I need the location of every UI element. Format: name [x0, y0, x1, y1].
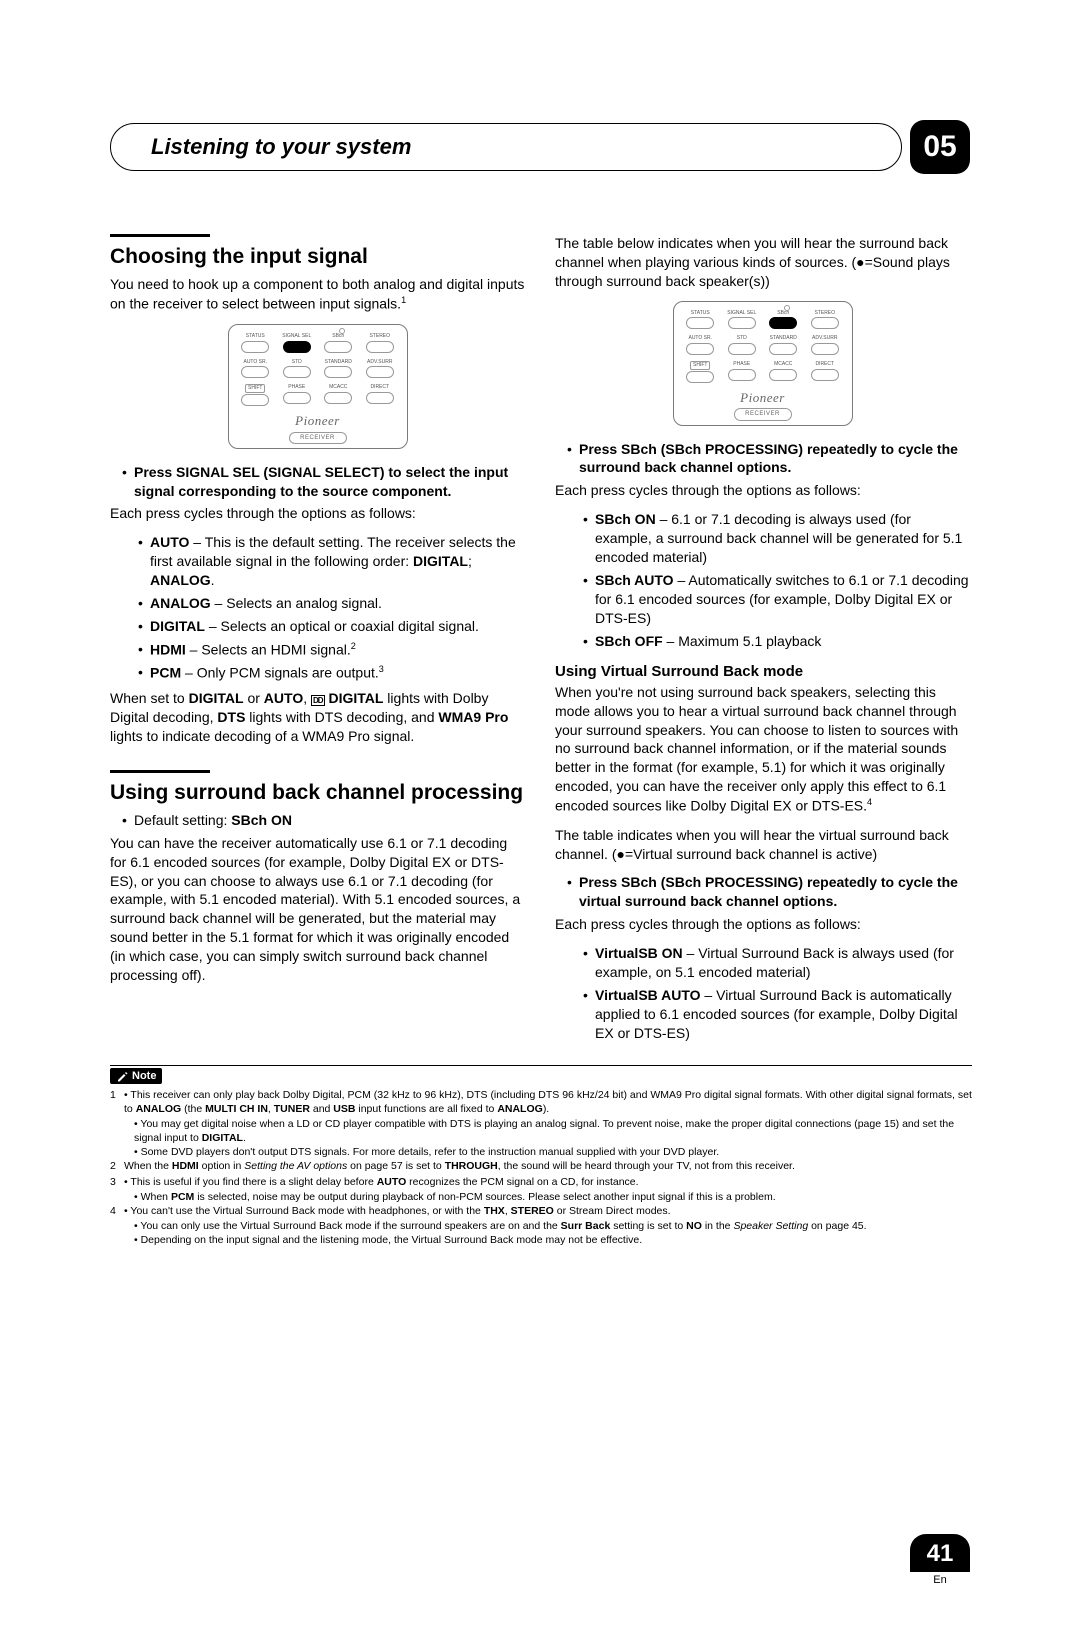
option-item: •SBch ON – 6.1 or 7.1 decoding is always… — [583, 510, 970, 567]
body-text: The table below indicates when you will … — [555, 234, 970, 291]
option-item: •VirtualSB AUTO – Virtual Surround Back … — [583, 986, 970, 1043]
body-text: Each press cycles through the options as… — [110, 504, 525, 523]
body-text: You can have the receiver automatically … — [110, 834, 525, 985]
chapter-title: Listening to your system — [110, 123, 902, 171]
chapter-number: 05 — [910, 120, 970, 174]
section-heading: Choosing the input signal — [110, 243, 525, 271]
remote-diagram: STATUS SIGNAL SEL SBch STEREO AUTO SR. S… — [228, 324, 408, 449]
page-number: 41 En — [910, 1534, 970, 1586]
body-text: When you're not using surround back spea… — [555, 683, 970, 816]
body-text: Each press cycles through the options as… — [555, 481, 970, 500]
notes-section: Note 1• This receiver can only play back… — [110, 1068, 970, 1248]
section-divider — [110, 234, 210, 237]
instruction: •Press SBch (SBch PROCESSING) repeatedly… — [567, 873, 970, 911]
option-item: •SBch OFF – Maximum 5.1 playback — [583, 632, 970, 651]
option-item: •AUTO – This is the default setting. The… — [138, 533, 525, 590]
body-text: You need to hook up a component to both … — [110, 275, 525, 313]
option-item: •PCM – Only PCM signals are output.3 — [138, 663, 525, 683]
instruction: •Press SBch (SBch PROCESSING) repeatedly… — [567, 440, 970, 478]
body-text: When set to DIGITAL or AUTO, DD DIGITAL … — [110, 689, 525, 746]
option-item: •VirtualSB ON – Virtual Surround Back is… — [583, 944, 970, 982]
right-column: The table below indicates when you will … — [555, 234, 970, 1047]
option-item: •DIGITAL – Selects an optical or coaxial… — [138, 617, 525, 636]
section-divider — [110, 770, 210, 773]
option-item: •ANALOG – Selects an analog signal. — [138, 594, 525, 613]
option-item: •SBch AUTO – Automatically switches to 6… — [583, 571, 970, 628]
remote-diagram: STATUS SIGNAL SEL SBch STEREO AUTO SR. S… — [673, 301, 853, 426]
notes-divider — [110, 1065, 972, 1066]
pencil-icon — [116, 1070, 128, 1082]
chapter-header: Listening to your system 05 — [110, 120, 970, 174]
section-heading: Using surround back channel processing — [110, 779, 525, 807]
option-item: •HDMI – Selects an HDMI signal.2 — [138, 640, 525, 660]
default-setting: •Default setting: SBch ON — [122, 811, 525, 830]
left-column: Choosing the input signal You need to ho… — [110, 234, 525, 1047]
subsection-heading: Using Virtual Surround Back mode — [555, 662, 970, 682]
note-label: Note — [110, 1068, 162, 1084]
body-text: The table indicates when you will hear t… — [555, 826, 970, 864]
instruction: • Press SIGNAL SEL (SIGNAL SELECT) to se… — [122, 463, 525, 501]
body-text: Each press cycles through the options as… — [555, 915, 970, 934]
